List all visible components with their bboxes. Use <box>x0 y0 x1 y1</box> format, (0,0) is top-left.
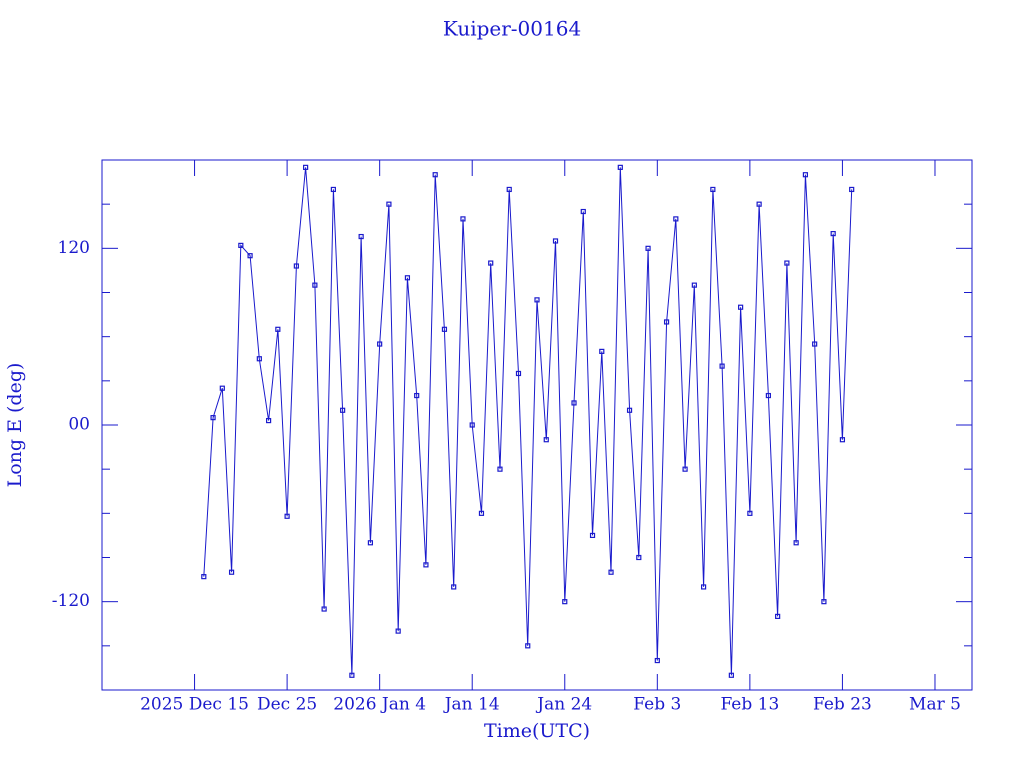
data-point <box>784 260 790 266</box>
data-point <box>451 584 457 590</box>
data-point <box>765 392 771 399</box>
data-point <box>275 326 281 332</box>
data-point <box>404 275 411 281</box>
data-point <box>497 466 503 472</box>
data-point <box>478 510 485 516</box>
data-point <box>210 415 216 421</box>
x-axis-label: Time(UTC) <box>484 720 590 742</box>
x-tick-label: 2026 Jan 4 <box>333 695 426 715</box>
data-point <box>395 628 401 634</box>
data-point <box>228 569 235 575</box>
x-tick-label: 2025 Dec 15 <box>140 695 249 715</box>
data-point <box>571 400 577 406</box>
data-point <box>321 606 327 612</box>
data-point <box>543 437 549 443</box>
y-axis-label: Long E (deg) <box>4 363 26 488</box>
data-point <box>340 407 346 413</box>
data-point <box>756 201 762 207</box>
data-point <box>469 422 475 428</box>
data-point <box>793 540 799 546</box>
data-point <box>562 599 568 605</box>
data-point <box>386 201 392 207</box>
data-point <box>830 231 836 237</box>
data-point <box>358 233 364 240</box>
data-point <box>367 540 374 546</box>
data-point <box>349 672 355 678</box>
data-point <box>377 341 383 347</box>
data-point <box>312 282 318 288</box>
data-point <box>460 216 466 222</box>
data-point <box>525 643 531 649</box>
data-point <box>663 319 670 325</box>
plot-area <box>201 164 855 678</box>
data-point <box>506 186 512 193</box>
data-point <box>710 186 716 193</box>
data-point <box>515 370 522 377</box>
data-point <box>682 466 688 472</box>
data-point <box>654 657 660 664</box>
x-tick-label: Jan 14 <box>443 695 500 715</box>
x-tick-label: Feb 3 <box>633 695 681 715</box>
data-point <box>284 513 290 519</box>
data-point <box>691 282 697 288</box>
data-point <box>802 172 809 178</box>
x-tick-label: Jan 24 <box>535 695 592 715</box>
data-point <box>238 242 244 248</box>
x-tick-label: Feb 13 <box>720 695 779 715</box>
data-point <box>293 263 299 269</box>
data-point <box>821 599 827 605</box>
chart-title: Kuiper-00164 <box>443 17 581 41</box>
data-point <box>747 510 753 516</box>
data-point <box>849 186 855 193</box>
data-point <box>414 392 420 399</box>
x-tick-label: Mar 5 <box>909 695 961 715</box>
data-point <box>441 326 448 332</box>
data-point <box>673 216 679 222</box>
data-point <box>728 672 734 678</box>
data-point <box>738 304 744 310</box>
y-tick-label: -120 <box>52 591 90 611</box>
data-point <box>432 172 438 178</box>
data-point <box>775 613 781 619</box>
data-point <box>580 208 586 215</box>
data-point <box>265 417 272 424</box>
data-point <box>201 574 207 580</box>
data-point <box>423 562 429 568</box>
data-point <box>599 348 605 354</box>
y-tick-label: 120 <box>58 238 90 258</box>
data-point <box>303 164 309 170</box>
data-point <box>330 186 336 193</box>
data-point <box>247 253 253 259</box>
data-point <box>839 437 846 443</box>
x-tick-label: Feb 23 <box>813 695 872 715</box>
data-point <box>488 260 494 266</box>
data-point <box>552 238 559 244</box>
data-point <box>719 363 725 369</box>
data-point <box>219 385 225 391</box>
x-tick-label: Dec 25 <box>257 695 317 715</box>
data-point <box>589 532 596 539</box>
data-point <box>626 407 633 413</box>
data-point <box>608 569 614 575</box>
data-point <box>636 554 642 561</box>
data-point <box>617 164 623 170</box>
data-point <box>645 245 651 251</box>
data-point <box>256 356 262 362</box>
data-point <box>812 341 818 347</box>
data-point <box>700 584 707 590</box>
data-point <box>534 297 540 303</box>
y-tick-label: 00 <box>68 415 90 435</box>
data-line <box>203 167 853 676</box>
